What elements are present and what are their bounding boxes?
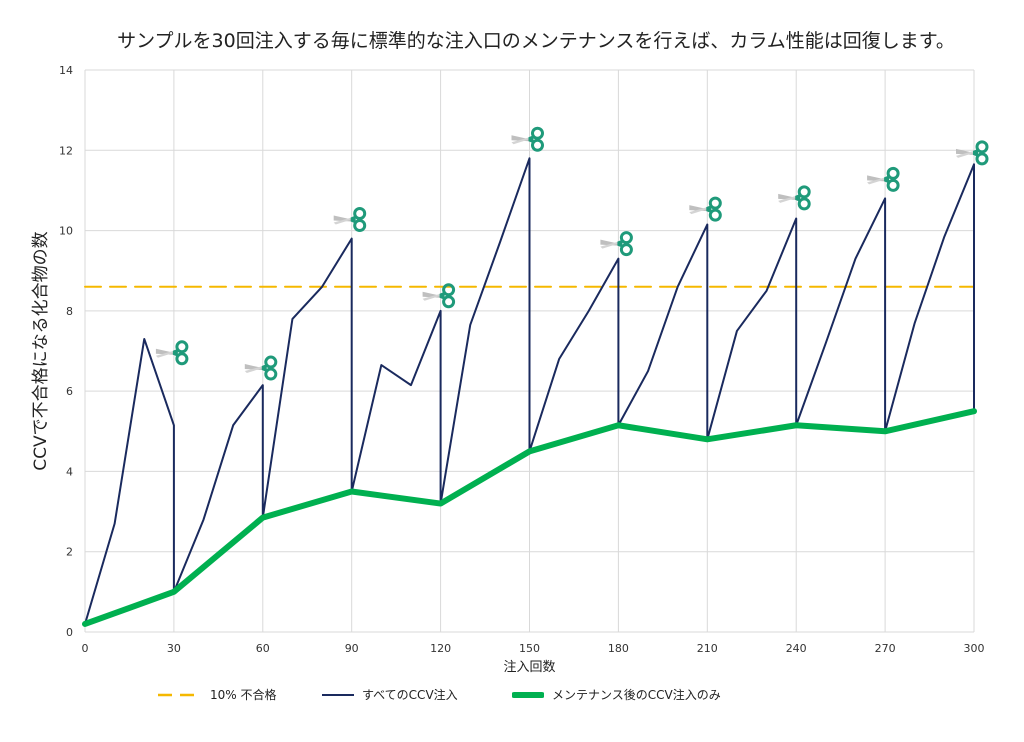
scissors-handle <box>708 208 722 222</box>
scissors-handle <box>353 219 367 233</box>
scissors-handle <box>619 243 633 257</box>
scissors-icon <box>689 196 722 222</box>
scissors-pivot <box>795 193 801 202</box>
x-tick-label: 240 <box>786 642 807 655</box>
scissors-icon <box>511 126 544 152</box>
x-tick-label: 60 <box>256 642 270 655</box>
scissors-icon <box>956 140 989 166</box>
y-tick-label: 8 <box>66 305 73 318</box>
scissors-pivot <box>350 215 356 224</box>
scissors-handle <box>975 140 989 154</box>
scissors-blade <box>422 293 441 301</box>
scissors-handle <box>797 197 811 211</box>
scissors-blade <box>244 366 263 374</box>
scissors-handle <box>886 178 900 192</box>
legend-swatch-dashed <box>158 693 202 696</box>
scissors-handle <box>442 295 456 309</box>
x-tick-label: 120 <box>430 642 451 655</box>
x-axis-label: 注入回数 <box>503 660 555 675</box>
scissors-blade <box>867 177 886 185</box>
y-tick-label: 6 <box>66 385 73 398</box>
legend-item-all-ccv: すべてのCCV注入 <box>322 686 458 703</box>
scissors-handle <box>264 355 278 369</box>
scissors-pivot <box>528 135 534 144</box>
x-tick-label: 0 <box>82 642 89 655</box>
y-tick-label: 0 <box>66 626 73 639</box>
x-tick-label: 300 <box>964 642 985 655</box>
y-tick-label: 12 <box>59 144 73 157</box>
x-tick-label: 270 <box>875 642 896 655</box>
legend-label: すべてのCCV注入 <box>362 688 458 702</box>
scissors-icon <box>600 231 633 257</box>
scissors-pivot <box>884 175 890 184</box>
y-tick-label: 14 <box>59 64 73 77</box>
scissors-handle <box>353 207 367 221</box>
legend-swatch-green <box>512 691 544 698</box>
scissors-handle <box>442 283 456 297</box>
scissors-handle <box>175 340 189 354</box>
y-tick-label: 4 <box>66 465 73 478</box>
scissors-icon <box>333 207 367 233</box>
scissors-icon <box>244 355 278 381</box>
scissors-pivot <box>261 364 267 373</box>
scissors-blade <box>155 350 174 358</box>
legend-item-threshold: 10% 不合格 <box>158 686 277 703</box>
x-tick-label: 90 <box>345 642 359 655</box>
scissors-handle <box>264 367 278 381</box>
scissors-pivot <box>617 239 623 248</box>
scissors-handle <box>708 196 722 210</box>
scissors-pivot <box>172 348 178 357</box>
scissors-handle <box>175 352 189 366</box>
scissors-handle <box>975 152 989 166</box>
x-tick-label: 210 <box>697 642 718 655</box>
scissors-blade <box>511 137 530 145</box>
y-tick-label: 10 <box>59 225 73 238</box>
scissors-blade <box>689 207 708 215</box>
scissors-icon <box>422 283 456 309</box>
y-tick-label: 2 <box>66 546 73 559</box>
scissors-pivot <box>973 148 978 157</box>
scissors-pivot <box>439 291 445 300</box>
legend-swatch-navy <box>322 693 354 696</box>
x-tick-label: 150 <box>519 642 540 655</box>
scissors-blade <box>600 241 619 249</box>
legend-label: メンテナンス後のCCV注入のみ <box>552 688 721 702</box>
scissors-handle <box>531 138 544 152</box>
legend-label: 10% 不合格 <box>210 688 277 702</box>
y-axis-label: CCVで不合格になる化合物の数 <box>31 231 51 470</box>
legend-item-after-maintenance: メンテナンス後のCCV注入のみ <box>512 686 721 703</box>
scissors-pivot <box>706 205 712 214</box>
scissors-handle <box>619 231 633 245</box>
scissors-blade <box>778 195 797 203</box>
scissors-handle <box>531 126 544 140</box>
scissors-icon <box>778 185 811 211</box>
scissors-icon <box>155 340 189 366</box>
chart-title: サンプルを30回注入する毎に標準的な注入口のメンテナンスを行えば、カラム性能は回… <box>117 30 955 52</box>
scissors-handle <box>797 185 811 199</box>
x-tick-label: 180 <box>608 642 629 655</box>
scissors-blade <box>333 217 352 225</box>
x-tick-label: 30 <box>167 642 181 655</box>
scissors-handle <box>886 166 900 180</box>
scissors-blade <box>956 150 974 158</box>
scissors-icon <box>867 166 900 192</box>
